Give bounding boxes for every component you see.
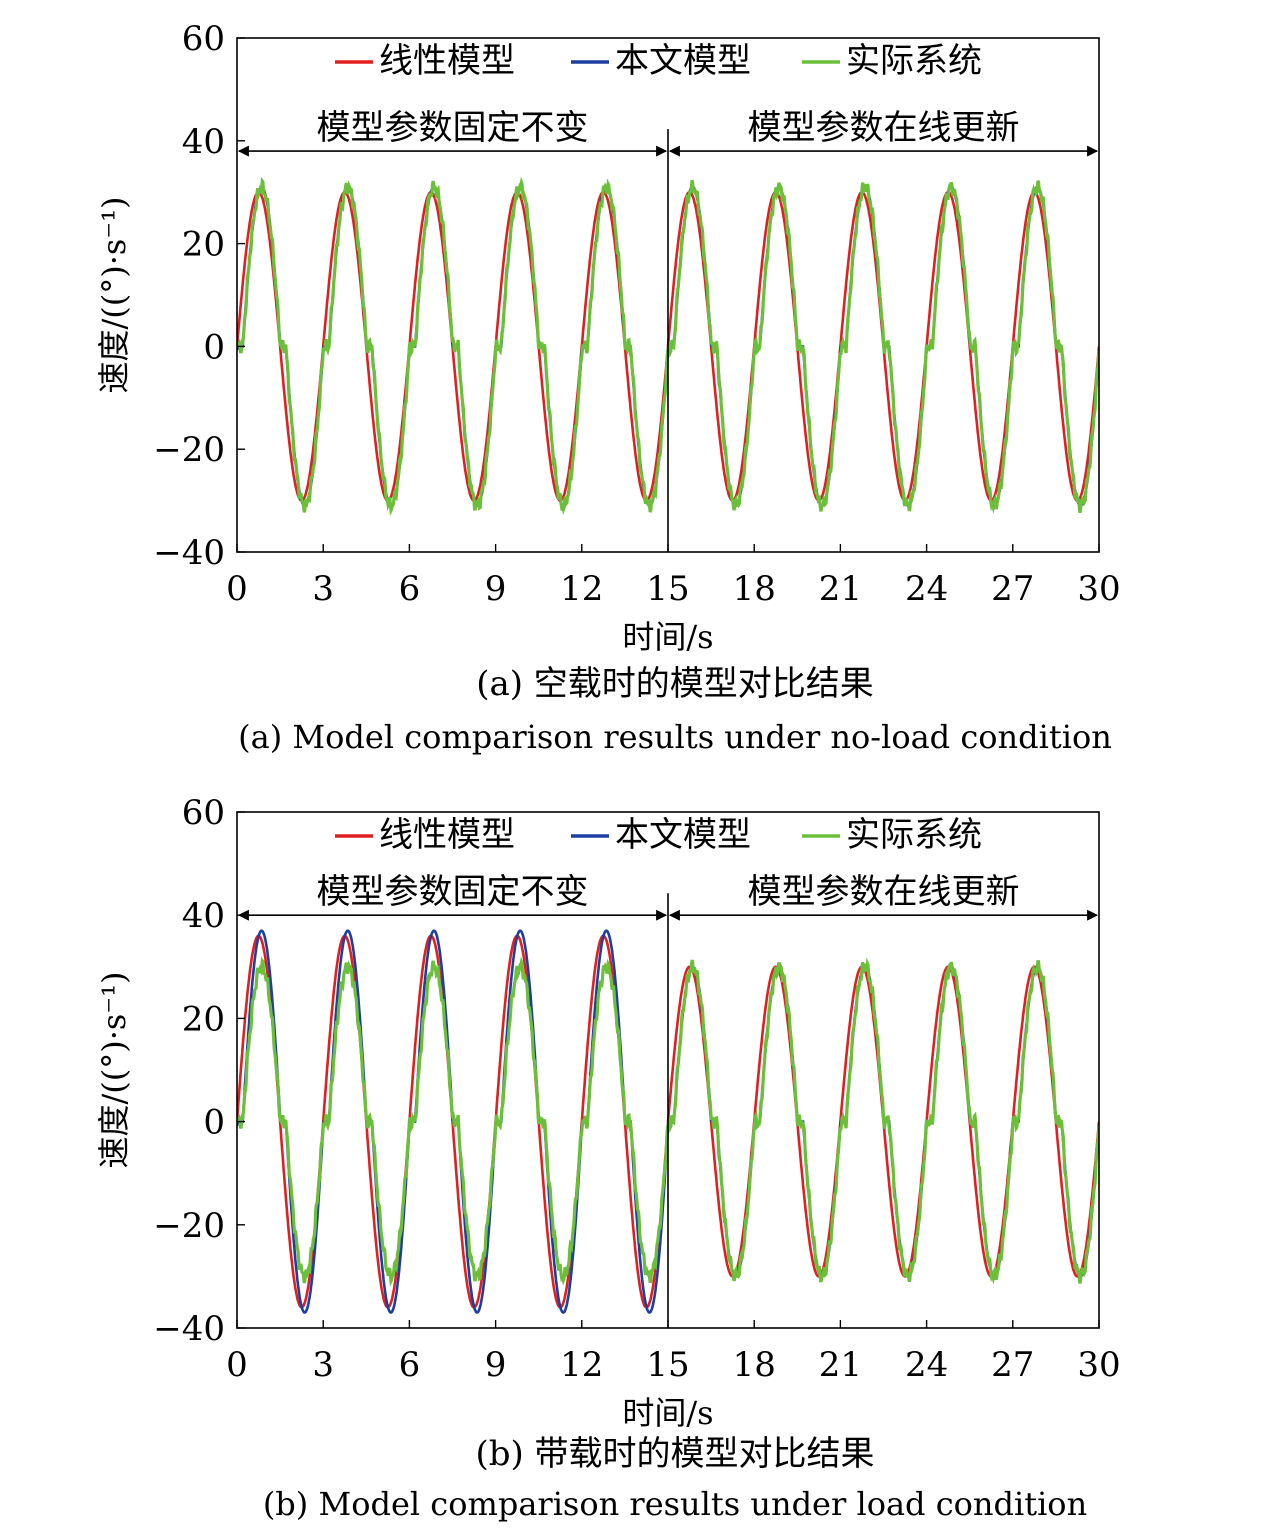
panel-b-x-axis-title: 时间/s xyxy=(622,1394,713,1432)
panel-a-y-tick-label: 60 xyxy=(182,19,225,59)
panel-a-y-tick-label: −20 xyxy=(153,430,225,470)
panel-b-y-tick-label: 20 xyxy=(182,999,225,1039)
panel-a-x-tick-label: 6 xyxy=(399,569,421,609)
panel-b-legend-label-2: 本文模型 xyxy=(615,815,751,855)
chart-panel-b: 0 3 6 9 12 15 18 21 24 27 30 −40 −20 0 20 40 60 时间/s 速度/((… xyxy=(95,793,1121,1523)
panel-a-y-axis-title: 速度/((°)·s⁻¹) xyxy=(95,196,133,393)
panel-b-legend-label-3: 实际系统 xyxy=(846,815,982,855)
panel-b-y-tick-label: 40 xyxy=(182,896,225,936)
panel-a-x-axis-title: 时间/s xyxy=(622,618,713,656)
panel-a-x-tick-label: 0 xyxy=(226,569,248,609)
panel-a-x-tick-label: 21 xyxy=(819,569,862,609)
panel-b-caption-cn: (b) 带载时的模型对比结果 xyxy=(475,1434,874,1474)
panel-a-annotation-label-1: 模型参数固定不变 xyxy=(317,108,589,148)
panel-a-x-tick-label: 24 xyxy=(905,569,948,609)
panel-b-y-tick-label: −20 xyxy=(153,1206,225,1246)
panel-b-x-tick-label: 24 xyxy=(905,1345,948,1385)
panel-b-x-tick-label: 9 xyxy=(485,1345,507,1385)
panel-b-x-tick-label: 0 xyxy=(226,1345,248,1385)
panel-a-caption-cn: (a) 空载时的模型对比结果 xyxy=(476,664,874,704)
panel-a-legend-label-1: 线性模型 xyxy=(379,41,515,81)
panel-b-x-tick-label: 12 xyxy=(560,1345,603,1385)
panel-b-y-tick-label: 60 xyxy=(182,793,225,833)
panel-b-y-tick-label: −40 xyxy=(153,1309,225,1349)
panel-a-x-tick-label: 12 xyxy=(560,569,603,609)
panel-a-y-tick-label: 0 xyxy=(203,327,225,367)
panel-a-annotation-label-2: 模型参数在线更新 xyxy=(748,108,1020,148)
panel-b-x-tick-label: 6 xyxy=(399,1345,421,1385)
chart-panel-a: 0 3 6 9 12 15 18 21 24 27 30 −40 −20 0 20 40 60 时间/s 速度/((… xyxy=(95,19,1121,756)
panel-a-legend-label-3: 实际系统 xyxy=(846,41,982,81)
panel-a-x-tick-label: 15 xyxy=(646,569,689,609)
panel-a-x-tick-label: 27 xyxy=(991,569,1034,609)
panel-a-x-tick-label: 18 xyxy=(733,569,776,609)
panel-a-x-tick-label: 30 xyxy=(1077,569,1120,609)
panel-a-caption-en: (a) Model comparison results under no-lo… xyxy=(238,718,1112,756)
panel-a-legend-label-2: 本文模型 xyxy=(615,41,751,81)
panel-a-y-tick-label: 20 xyxy=(182,225,225,265)
panel-a-x-tick-label: 3 xyxy=(312,569,334,609)
panel-b-annotation-label-2: 模型参数在线更新 xyxy=(748,872,1020,912)
panel-a-x-tick-label: 9 xyxy=(485,569,507,609)
panel-b-annotation-label-1: 模型参数固定不变 xyxy=(317,872,589,912)
panel-b-caption-en: (b) Model comparison results under load … xyxy=(263,1485,1087,1523)
panel-b-y-axis-title: 速度/((°)·s⁻¹) xyxy=(95,971,133,1168)
panel-b-x-tick-label: 27 xyxy=(991,1345,1034,1385)
panel-b-legend-label-1: 线性模型 xyxy=(379,815,515,855)
panel-b-x-tick-label: 3 xyxy=(312,1345,334,1385)
panel-b-x-tick-label: 18 xyxy=(733,1345,776,1385)
panel-b-y-tick-label: 0 xyxy=(203,1103,225,1143)
panel-a-y-tick-label: 40 xyxy=(182,122,225,162)
panel-b-x-tick-label: 15 xyxy=(646,1345,689,1385)
panel-b-x-tick-label: 30 xyxy=(1077,1345,1120,1385)
panel-a-y-tick-label: −40 xyxy=(153,533,225,573)
panel-b-x-tick-label: 21 xyxy=(819,1345,862,1385)
